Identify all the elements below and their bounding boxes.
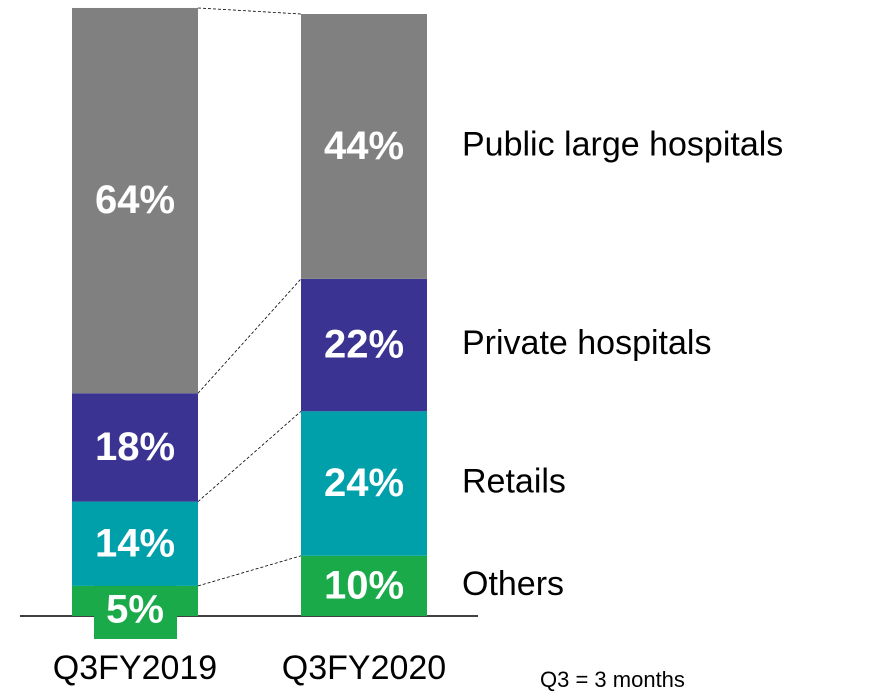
data-label: 64%	[95, 178, 175, 222]
data-label: 22%	[324, 323, 404, 367]
connector	[197, 7, 302, 15]
data-label: 5%	[106, 588, 164, 632]
bar-segment	[301, 14, 427, 279]
legend-label: Private hospitals	[462, 324, 711, 362]
connector	[197, 411, 302, 502]
note: Q3 = 3 months	[540, 667, 685, 692]
connector	[197, 555, 302, 587]
bar-segment	[301, 278, 427, 412]
data-label: 24%	[324, 461, 404, 505]
bar-segment	[301, 555, 427, 616]
legend-label: Public large hospitals	[462, 125, 783, 163]
data-label: 14%	[95, 521, 175, 565]
bar-segment	[72, 393, 198, 502]
bar-segment	[301, 411, 427, 556]
x-tick-label: Q3FY2020	[282, 649, 446, 687]
label-box	[94, 581, 177, 639]
connector	[197, 278, 302, 394]
legend-label: Retails	[462, 463, 566, 501]
data-label: 10%	[324, 563, 404, 607]
bar-segment	[72, 501, 198, 586]
data-label: 18%	[95, 425, 175, 469]
bar-segment	[72, 7, 198, 394]
x-tick-label: Q3FY2019	[53, 649, 217, 687]
data-label: 44%	[324, 124, 404, 168]
legend-label: Others	[462, 565, 564, 603]
